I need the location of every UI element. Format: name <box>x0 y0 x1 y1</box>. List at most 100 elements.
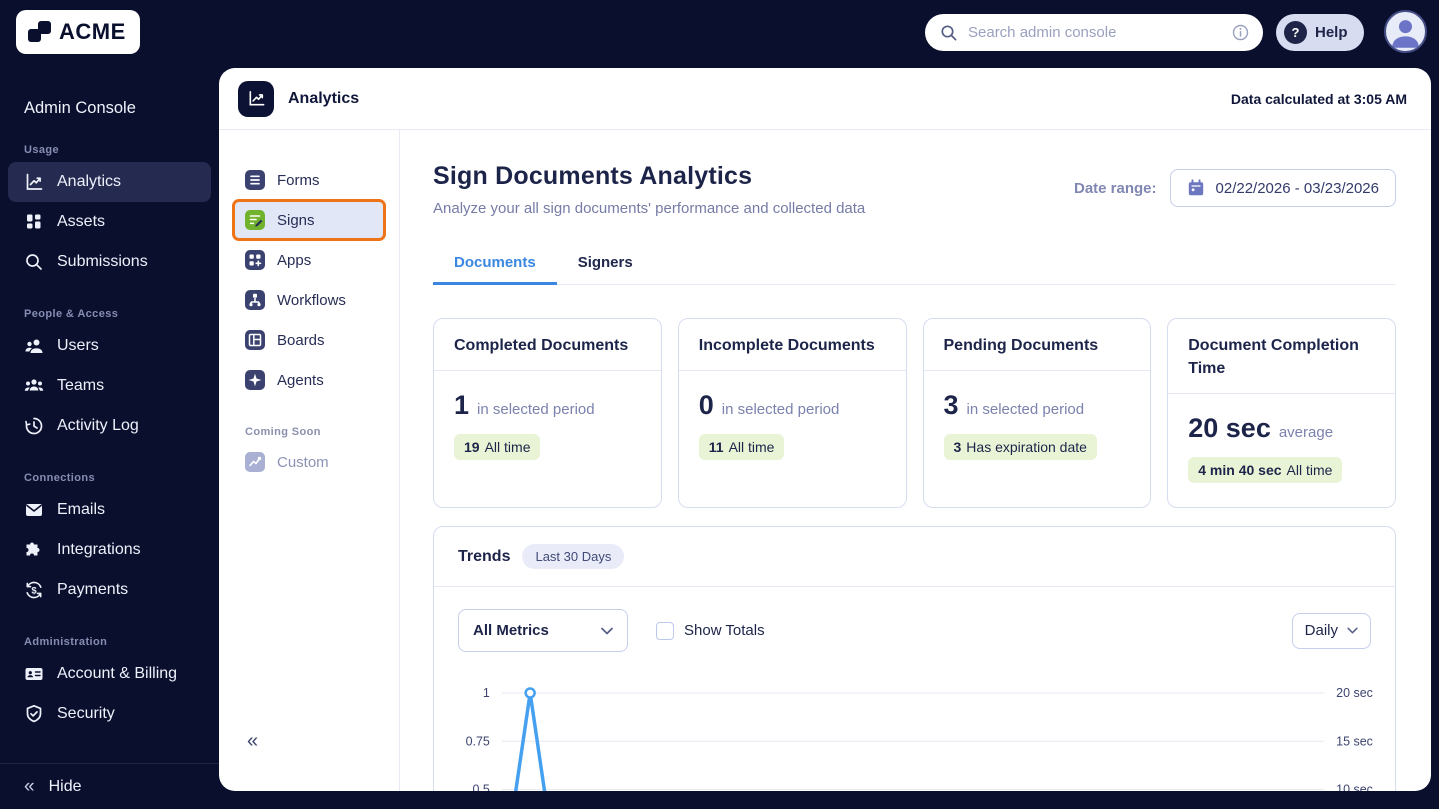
stat-value: 0 <box>698 390 714 421</box>
sidebar-title: Admin Console <box>24 99 136 117</box>
sidebar-section-usage: Usage <box>24 144 60 156</box>
emails-icon <box>26 504 42 516</box>
analytics-icon <box>26 173 43 190</box>
sidebar-hide-button[interactable]: « Hide <box>0 763 219 809</box>
stat-card-completion-time: Document Completion Time 20 sec average … <box>1167 318 1396 508</box>
sidebar-section-administration: Administration <box>24 636 108 648</box>
subnav-collapse-button[interactable]: « <box>247 730 259 752</box>
subnav-item-agents[interactable]: Agents <box>235 362 383 398</box>
tab-documents[interactable]: Documents <box>433 243 557 285</box>
sidebar-item-teams[interactable]: Teams <box>8 366 211 406</box>
submissions-icon <box>26 254 42 270</box>
trends-card: Trends Last 30 Days All Metrics Show Tot… <box>433 526 1396 791</box>
subnav-item-custom[interactable]: Custom <box>235 444 383 480</box>
subnav-item-forms[interactable]: Forms <box>235 162 383 198</box>
sidebar-item-label: Account & Billing <box>57 665 178 682</box>
main-panel: Analytics Data calculated at 3:05 AM For… <box>219 68 1431 791</box>
sidebar-item-submissions[interactable]: Submissions <box>8 242 211 282</box>
analytics-header-icon <box>238 80 274 117</box>
badge-label: All time <box>484 439 531 456</box>
sidebar-item-assets[interactable]: Assets <box>8 202 211 242</box>
subnav-item-label: Workflows <box>277 291 346 309</box>
question-icon: ? <box>1284 21 1307 44</box>
all-time-badge: 4 min 40 sec All time <box>1188 457 1343 484</box>
sidebar-item-label: Integrations <box>57 541 141 558</box>
svg-text:$: $ <box>31 585 37 596</box>
help-button-label: Help <box>1315 24 1348 41</box>
apps-icon <box>245 250 265 270</box>
subnav-item-label: Boards <box>277 331 325 349</box>
sidebar-item-security[interactable]: Security <box>8 694 211 734</box>
sidebar-item-activity-log[interactable]: Activity Log <box>8 406 211 446</box>
signs-icon <box>245 210 265 230</box>
svg-text:15 sec: 15 sec <box>1336 734 1373 748</box>
subnav-item-label: Agents <box>277 371 324 389</box>
hide-label: Hide <box>48 777 82 795</box>
subnav-item-boards[interactable]: Boards <box>235 322 383 358</box>
acme-logo[interactable]: ACME <box>16 10 140 54</box>
sidebar-item-label: Assets <box>57 213 106 230</box>
collapse-left-icon: « <box>24 776 35 797</box>
stat-value: 3 <box>943 390 959 421</box>
stat-card-incomplete-documents: Incomplete Documents 0 in selected perio… <box>677 318 907 508</box>
stat-suffix: in selected period <box>721 401 840 419</box>
avatar[interactable] <box>1384 10 1427 53</box>
page-title: Sign Documents Analytics <box>433 162 753 190</box>
sidebar-item-label: Users <box>57 337 99 354</box>
workflows-icon <box>245 290 265 310</box>
show-totals-checkbox[interactable] <box>656 621 674 640</box>
stat-card-completed-documents: Completed Documents 1 in selected period… <box>433 318 662 508</box>
search-input[interactable] <box>968 24 1222 41</box>
acme-logo-mark-icon <box>28 21 52 43</box>
stat-suffix: average <box>1278 424 1334 442</box>
interval-select[interactable]: Daily <box>1291 612 1371 649</box>
show-totals-label: Show Totals <box>684 622 765 639</box>
expiration-badge: 3 Has expiration date <box>943 434 1097 461</box>
subnav-item-workflows[interactable]: Workflows <box>235 282 383 318</box>
date-range-value: 02/22/2026 - 03/23/2026 <box>1215 179 1379 197</box>
subnav-item-label: Signs <box>277 211 315 229</box>
subnav-item-apps[interactable]: Apps <box>235 242 383 278</box>
metrics-select-value: All Metrics <box>473 622 549 639</box>
sidebar-item-emails[interactable]: Emails <box>8 490 211 530</box>
svg-text:10 sec: 10 sec <box>1336 783 1373 791</box>
acme-logo-text: ACME <box>59 19 126 44</box>
stat-card-title: Completed Documents <box>434 319 661 372</box>
date-range-button[interactable]: 02/22/2026 - 03/23/2026 <box>1169 169 1396 207</box>
svg-text:20 sec: 20 sec <box>1336 686 1373 700</box>
show-totals-toggle[interactable]: Show Totals <box>656 621 765 640</box>
panel-header: Analytics Data calculated at 3:05 AM <box>219 68 1431 130</box>
help-button[interactable]: ? Help <box>1276 14 1364 51</box>
sidebar-item-label: Teams <box>57 377 105 394</box>
tabs: Documents Signers <box>433 243 1396 285</box>
custom-icon <box>245 452 265 472</box>
calendar-icon <box>1188 179 1203 196</box>
sidebar-item-users[interactable]: Users <box>8 326 211 366</box>
stat-card-title: Pending Documents <box>923 319 1151 372</box>
sidebar-item-account-billing[interactable]: Account & Billing <box>8 654 211 694</box>
page-subtitle: Analyze your all sign documents' perform… <box>433 200 866 217</box>
sidebar: Admin Console Usage Analytics Assets Sub… <box>0 54 219 809</box>
tab-signers[interactable]: Signers <box>577 254 633 271</box>
badge-value: 11 <box>708 439 724 456</box>
info-icon[interactable] <box>1232 24 1249 41</box>
all-time-badge: 11 All time <box>698 434 785 461</box>
svg-text:0.75: 0.75 <box>466 734 490 748</box>
subnav-item-label: Custom <box>277 453 329 471</box>
sidebar-item-analytics[interactable]: Analytics <box>8 162 211 202</box>
subnav-item-signs[interactable]: Signs <box>235 202 383 238</box>
subnav-item-label: Apps <box>277 251 312 269</box>
metrics-select[interactable]: All Metrics <box>458 609 628 652</box>
svg-text:1: 1 <box>483 686 490 700</box>
stat-suffix: in selected period <box>477 401 595 419</box>
content-area: Sign Documents Analytics Analyze your al… <box>400 130 1431 791</box>
sidebar-item-payments[interactable]: $ Payments <box>8 570 211 610</box>
panel-title: Analytics <box>288 89 360 107</box>
trends-title: Trends <box>458 547 511 565</box>
admin-search[interactable] <box>925 14 1263 51</box>
forms-icon <box>245 170 265 190</box>
sidebar-item-label: Activity Log <box>57 417 139 434</box>
sidebar-item-integrations[interactable]: Integrations <box>8 530 211 570</box>
svg-text:0.5: 0.5 <box>473 783 490 791</box>
stat-value: 20 sec <box>1188 413 1271 444</box>
